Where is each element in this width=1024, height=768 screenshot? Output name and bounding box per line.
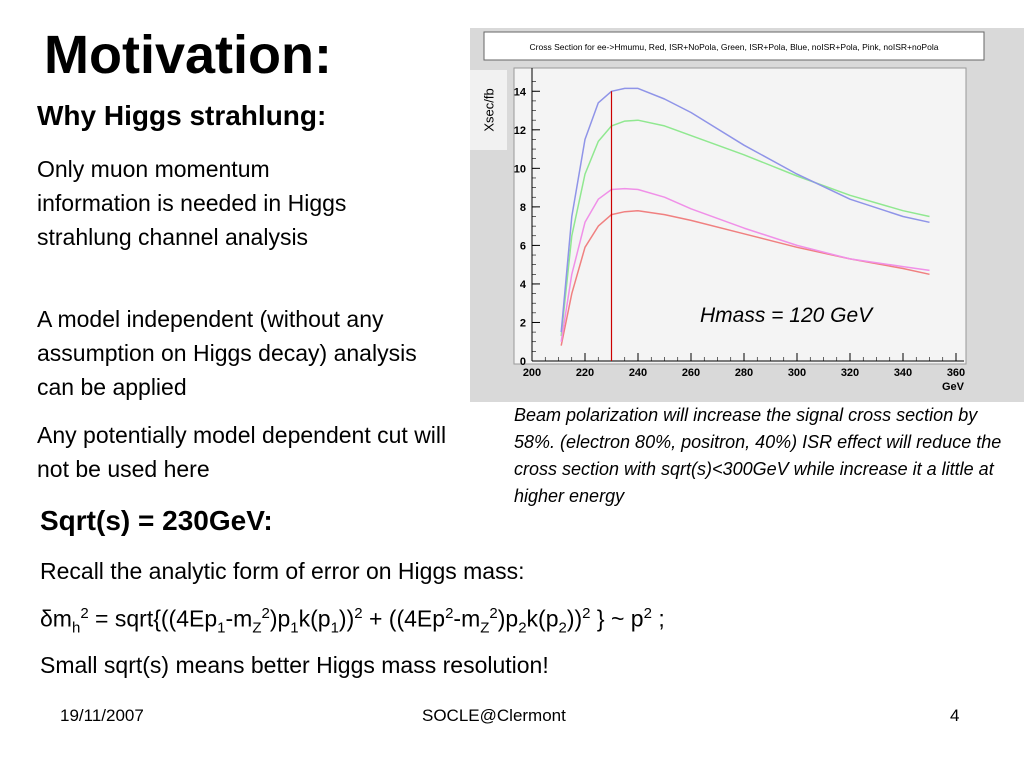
- chart-title-box: [483, 31, 985, 61]
- y-tick-label: 4: [520, 279, 527, 291]
- x-tick-label: 200: [523, 367, 541, 379]
- y-tick-label: 10: [514, 163, 526, 175]
- axis-ticks: 0 2 4 6 8 10 12 14 200 220 240 260 280 300 320 340 360: [514, 68, 965, 379]
- section-heading-why: Why Higgs strahlung:: [37, 100, 327, 131]
- beam-polarization-note: Beam polarization will increase the sign…: [514, 405, 1002, 506]
- x-tick-label: 260: [682, 367, 700, 379]
- x-tick-label: 340: [894, 367, 912, 379]
- paragraph-muon-momentum: Only muon momentum information is needed…: [37, 156, 347, 250]
- mass-error-formula: δmh2 = sqrt{((4Ep1-mZ2)p1k(p1))2 + ((4Ep…: [40, 605, 665, 637]
- series-line-blue: [560, 87, 930, 333]
- y-tick-label: 2: [520, 317, 526, 329]
- y-axis-label-box: Xsec/fb: [470, 70, 507, 150]
- y-tick-label: 8: [520, 202, 526, 214]
- section-heading-sqrt: Sqrt(s) = 230GeV:: [40, 505, 273, 536]
- x-tick-label: 360: [947, 367, 965, 379]
- footer-center: SOCLE@Clermont: [422, 706, 566, 725]
- conclusion-text: Small sqrt(s) means better Higgs mass re…: [40, 652, 549, 678]
- slide-title: Motivation:: [44, 25, 332, 85]
- y-axis-label: Xsec/fb: [481, 88, 496, 132]
- hmass-annotation: Hmass = 120 GeV: [700, 304, 873, 327]
- recall-text: Recall the analytic form of error on Hig…: [40, 558, 525, 584]
- x-axis-unit: GeV: [942, 381, 965, 393]
- x-tick-label: 320: [841, 367, 859, 379]
- slide-number: 4: [950, 706, 960, 725]
- series-lines: [560, 87, 930, 346]
- cross-section-chart: Cross Section for ee->Hmumu, Red, ISR+No…: [470, 28, 1024, 402]
- series-line-pink: [560, 187, 930, 342]
- chart-title: Cross Section for ee->Hmumu, Red, ISR+No…: [530, 42, 939, 52]
- y-tick-label: 14: [514, 86, 527, 98]
- series-line-green: [560, 119, 930, 337]
- y-tick-label: 0: [520, 356, 526, 368]
- paragraph-model-independent: A model independent (without any assumpt…: [37, 306, 417, 400]
- x-tick-label: 240: [629, 367, 647, 379]
- footer-date: 19/11/2007: [60, 706, 144, 725]
- x-tick-label: 220: [576, 367, 594, 379]
- y-tick-label: 6: [520, 240, 526, 252]
- y-tick-label: 12: [514, 125, 526, 137]
- x-tick-label: 280: [735, 367, 753, 379]
- x-tick-label: 300: [788, 367, 806, 379]
- paragraph-model-dependent-cut: Any potentially model dependent cut will…: [37, 422, 447, 482]
